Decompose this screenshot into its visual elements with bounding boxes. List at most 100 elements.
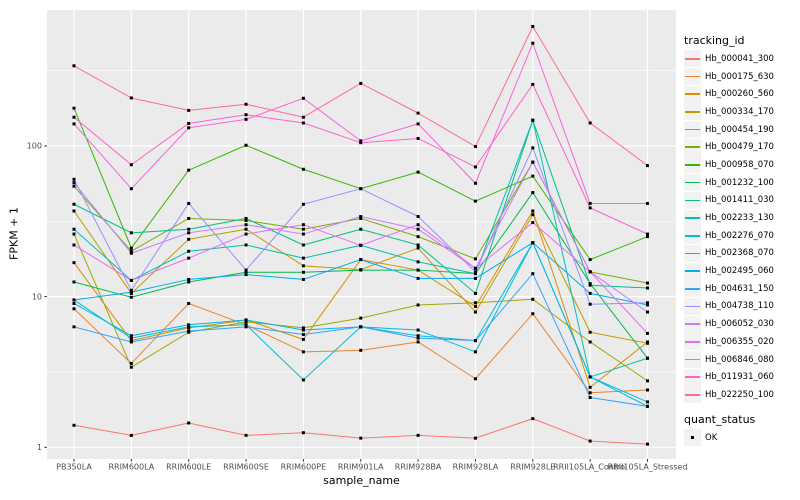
legend-key-swatch <box>684 297 701 315</box>
data-point-marker <box>72 301 76 305</box>
data-point-marker <box>187 421 191 425</box>
data-point-marker <box>416 433 420 437</box>
data-point-marker <box>416 227 420 231</box>
data-point-marker <box>187 168 191 172</box>
data-point-marker <box>646 388 649 392</box>
legend-row-Hb_000334_170: Hb_000334_170 <box>684 103 798 121</box>
data-point-marker <box>646 442 649 446</box>
data-point-marker <box>72 261 76 265</box>
data-point-marker <box>359 436 363 440</box>
data-point-marker <box>359 227 363 231</box>
legend-label: OK <box>705 432 718 443</box>
line-key-icon <box>685 358 700 361</box>
data-point-marker <box>187 216 191 220</box>
legend-key-swatch <box>684 315 701 333</box>
data-point-marker <box>244 323 248 327</box>
data-point-marker <box>359 268 363 272</box>
data-point-marker <box>359 81 363 85</box>
data-point-marker <box>473 291 477 295</box>
data-point-marker <box>72 227 76 231</box>
data-point-marker <box>244 433 248 437</box>
data-point-marker <box>301 232 305 236</box>
data-point-marker <box>416 170 420 174</box>
data-point-marker <box>301 326 305 330</box>
data-point-marker <box>588 282 592 286</box>
data-point-marker <box>646 301 649 305</box>
data-point-marker <box>72 184 76 188</box>
legend-label: Hb_001411_030 <box>705 195 774 206</box>
data-point-marker <box>129 290 133 294</box>
data-point-marker <box>301 264 305 268</box>
data-point-marker <box>129 187 133 191</box>
data-point-marker <box>416 303 420 307</box>
legend-row-Hb_002495_060: Hb_002495_060 <box>684 262 798 280</box>
data-point-marker <box>129 365 133 369</box>
legend-label: Hb_004631_150 <box>705 283 774 294</box>
data-point-marker <box>187 108 191 112</box>
legend-row-Hb_000958_070: Hb_000958_070 <box>684 156 798 174</box>
line-key-icon <box>685 252 700 255</box>
data-point-marker <box>72 243 76 247</box>
data-point-marker <box>416 336 420 340</box>
y-tick-label: 1 <box>37 443 42 452</box>
data-point-marker <box>301 350 305 354</box>
data-point-marker <box>588 439 592 443</box>
legend-key-swatch <box>684 103 701 121</box>
data-point-marker <box>129 278 133 282</box>
line-key-icon <box>685 58 700 60</box>
data-point-marker <box>72 181 76 185</box>
data-point-marker <box>588 396 592 400</box>
data-point-marker <box>301 277 305 281</box>
data-point-marker <box>301 167 305 171</box>
data-point-marker <box>531 272 535 276</box>
legend-label: Hb_001232_100 <box>705 177 774 188</box>
data-point-marker <box>301 328 305 332</box>
data-point-marker <box>72 209 76 213</box>
legend-key-swatch <box>684 280 701 298</box>
data-point-marker <box>359 215 363 219</box>
data-point-marker <box>588 206 592 210</box>
data-point-marker <box>473 310 477 314</box>
legend-label: Hb_000479_170 <box>705 142 774 153</box>
data-point-marker <box>301 202 305 206</box>
data-point-marker <box>531 312 535 316</box>
legend-key-swatch <box>684 209 701 227</box>
data-point-marker <box>646 201 649 205</box>
legend-key-swatch <box>684 227 701 245</box>
data-point-marker <box>531 213 535 217</box>
line-key-icon <box>685 164 700 166</box>
data-point-marker <box>646 400 649 404</box>
data-point-marker <box>72 202 76 206</box>
data-point-marker <box>187 249 191 253</box>
data-point-marker <box>359 258 363 262</box>
data-point-marker <box>416 328 420 332</box>
data-point-marker <box>129 231 133 235</box>
data-point-marker <box>473 272 477 276</box>
data-point-marker <box>646 341 649 345</box>
data-point-marker <box>129 246 133 250</box>
data-point-marker <box>416 235 420 239</box>
data-point-marker <box>187 237 191 241</box>
data-point-marker <box>244 270 248 274</box>
data-point-marker <box>531 41 535 45</box>
legend-row-Hb_002276_070: Hb_002276_070 <box>684 227 798 245</box>
legend-key-swatch <box>684 191 701 209</box>
legend-label: Hb_011931_060 <box>705 372 774 383</box>
legend: tracking_id Hb_000041_300 Hb_000175_630 Hb… <box>684 34 798 447</box>
data-point-marker <box>359 216 363 220</box>
data-point-marker <box>473 276 477 280</box>
data-point-marker <box>416 223 420 227</box>
data-point-marker <box>416 334 420 338</box>
legend-row-Hb_000479_170: Hb_000479_170 <box>684 138 798 156</box>
data-point-marker <box>129 295 133 299</box>
data-point-marker <box>187 329 191 333</box>
data-point-marker <box>473 301 477 305</box>
line-key-icon <box>685 217 700 219</box>
x-tick-label: RRIM901LA <box>338 463 384 472</box>
data-point-marker <box>244 113 248 117</box>
legend-key-swatch <box>684 138 701 156</box>
legend-key-swatch <box>684 68 701 86</box>
data-point-marker <box>646 286 649 290</box>
legend-label: Hb_000958_070 <box>705 159 774 170</box>
